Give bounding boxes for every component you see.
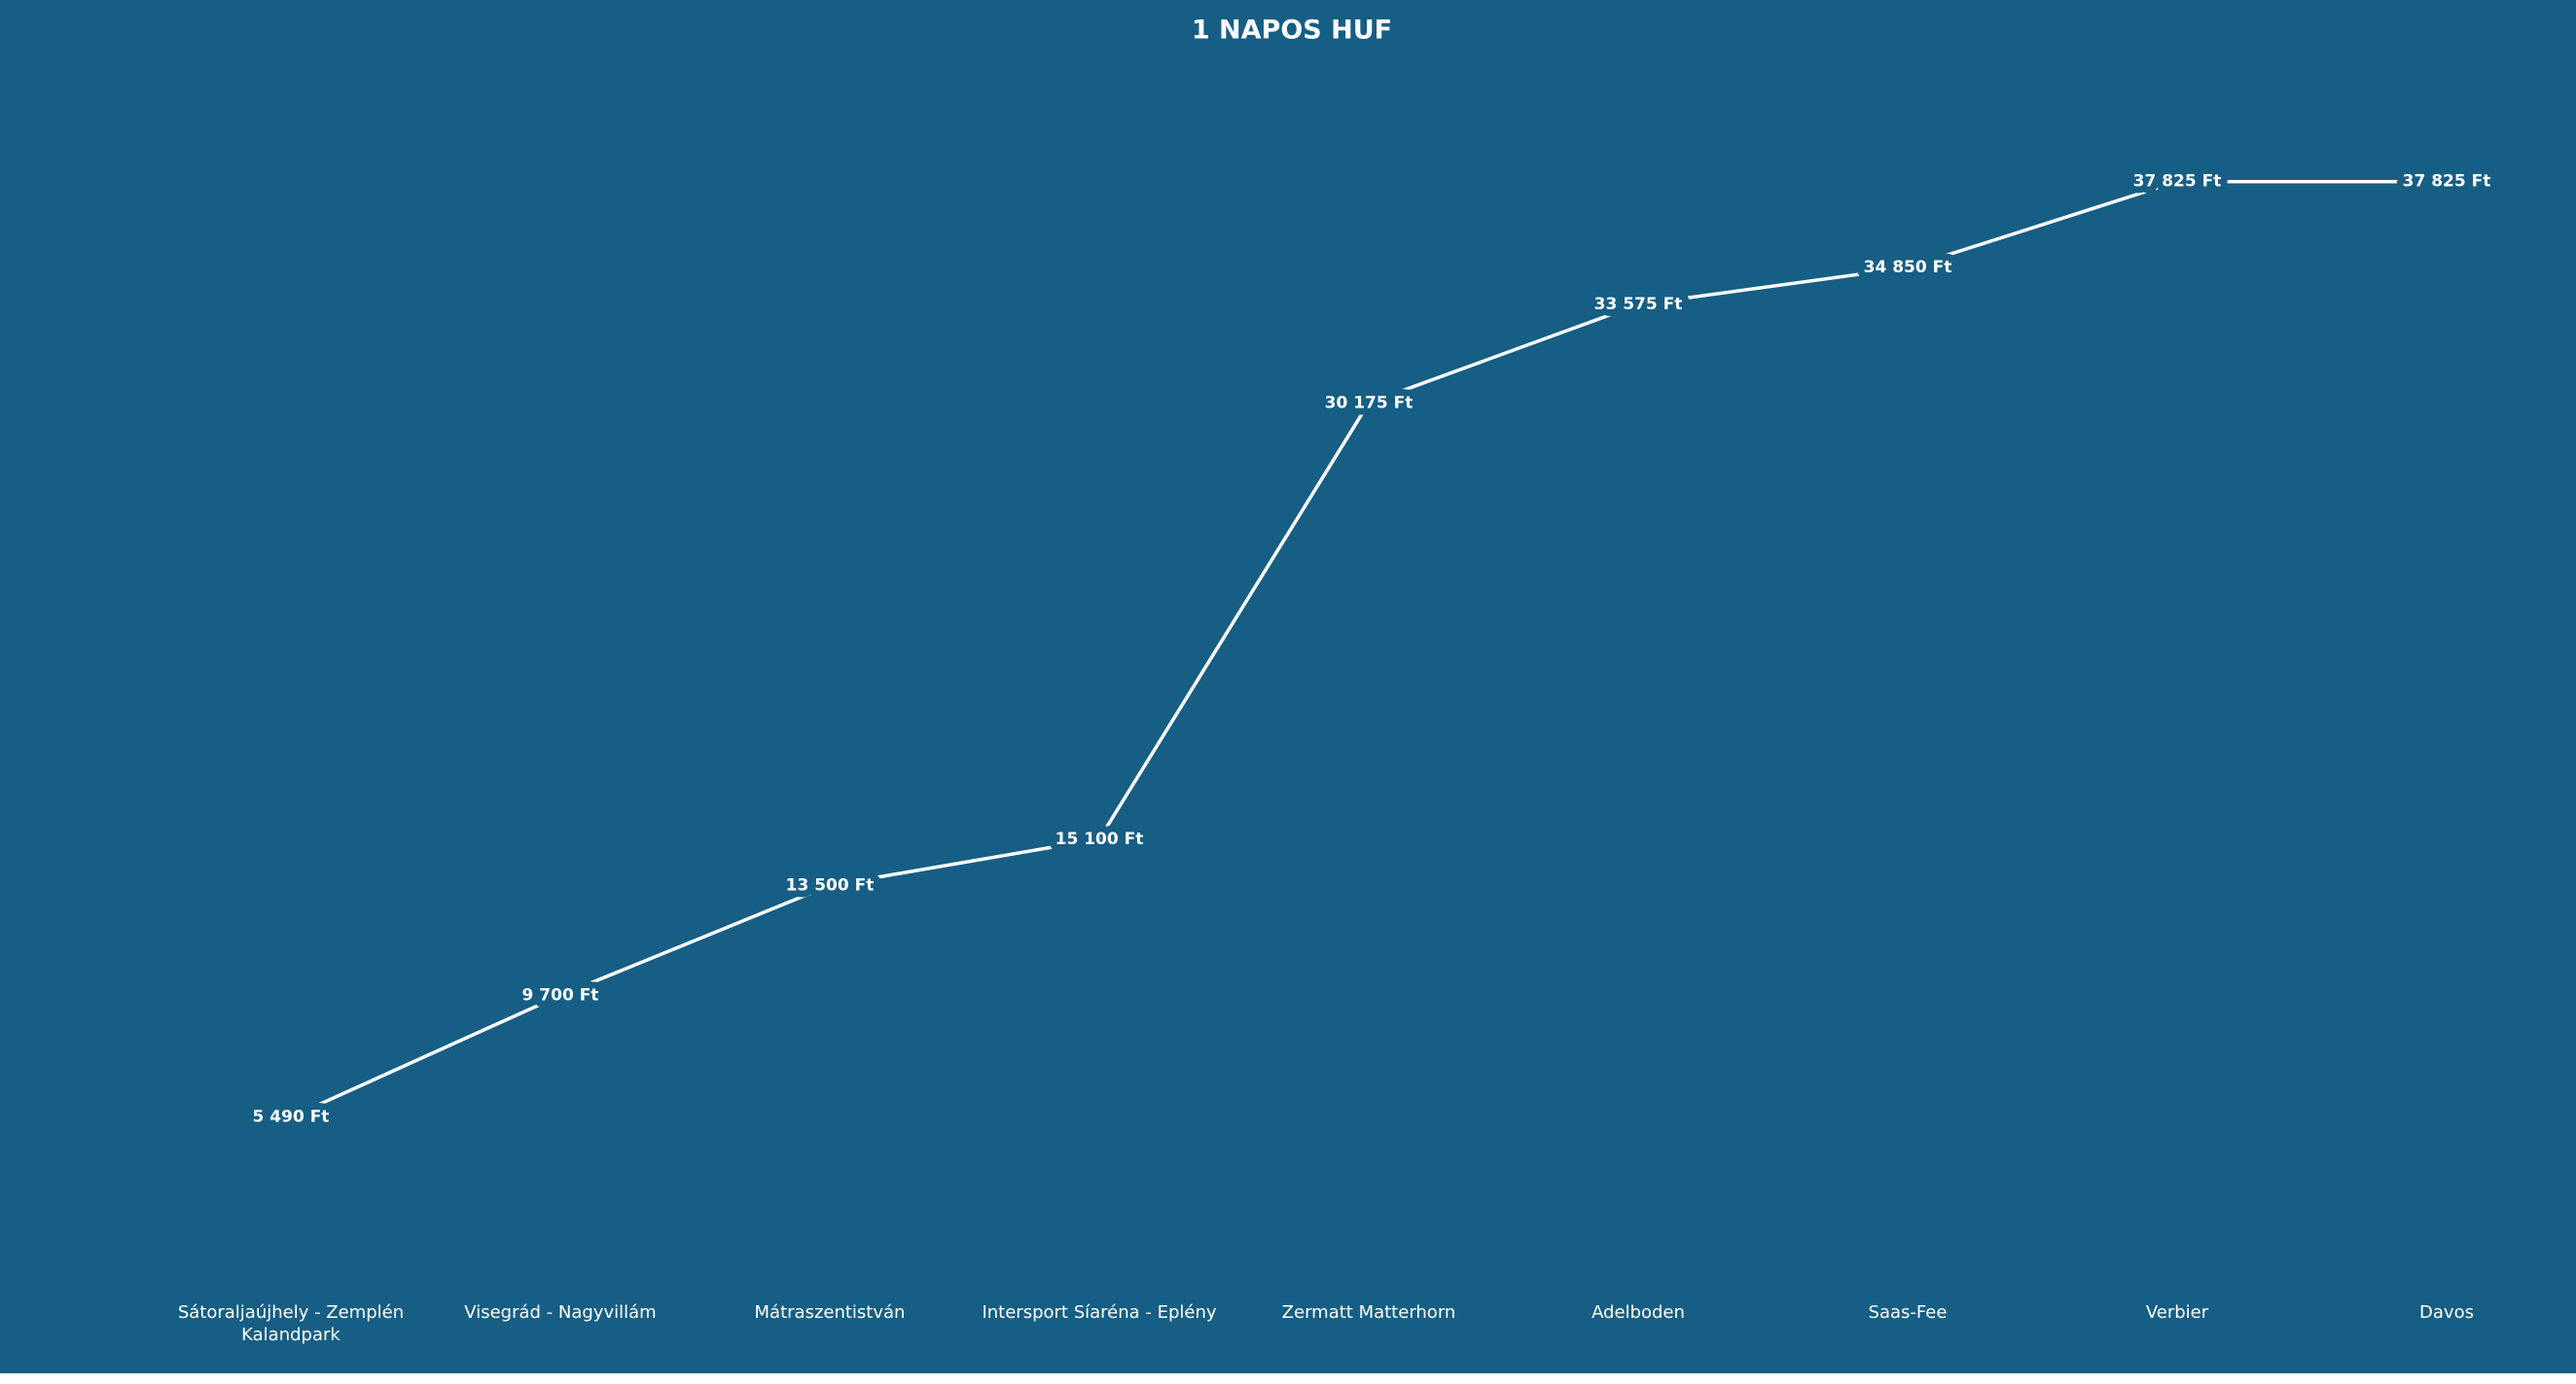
- x-tick-label: Visegrád - Nagyvillám: [464, 1302, 657, 1323]
- data-label: 34 850 Ft: [1864, 258, 1952, 277]
- chart-title: 1 NAPOS HUF: [1192, 16, 1392, 46]
- data-label: 33 575 Ft: [1594, 295, 1683, 314]
- data-label: 37 825 Ft: [2403, 172, 2491, 192]
- data-line: [290, 179, 2447, 1119]
- data-label: 30 175 Ft: [1325, 393, 1413, 412]
- data-label: 15 100 Ft: [1055, 830, 1144, 849]
- x-tick-label: Zermatt Matterhorn: [1281, 1302, 1456, 1323]
- x-tick-label: Adelboden: [1592, 1302, 1685, 1323]
- x-tick-label: Intersport Síaréna - Eplény: [982, 1302, 1217, 1323]
- data-label: 9 700 Ft: [522, 985, 599, 1005]
- x-tick-label: Saas-Fee: [1868, 1302, 1948, 1323]
- x-tick-label: Verbier: [2145, 1302, 2209, 1323]
- x-tick-label: Sátoraljaújhely - Zemplén Kalandpark: [177, 1302, 405, 1345]
- x-tick-label: Mátraszentistván: [754, 1302, 906, 1323]
- data-label: 13 500 Ft: [786, 875, 875, 895]
- x-tick-label: Davos: [2419, 1302, 2474, 1323]
- data-label: 5 490 Ft: [253, 1108, 330, 1127]
- data-label: 37 825 Ft: [2133, 172, 2222, 192]
